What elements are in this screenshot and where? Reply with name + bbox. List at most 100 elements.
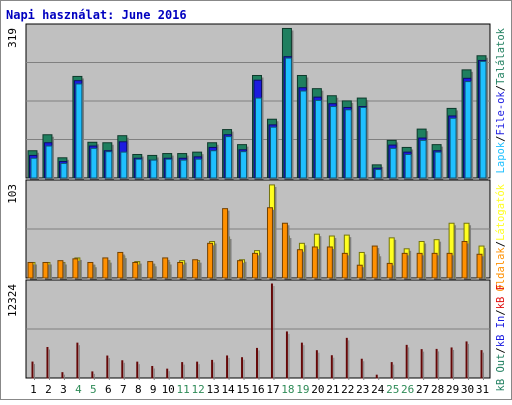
bar-kbytes-kB F-9	[151, 365, 155, 380]
bar-kbytes-kB F-17	[270, 283, 275, 380]
bar-hits_files_pages-Lapok-14	[225, 136, 234, 180]
bar-hits_files_pages-Lapok-26	[404, 153, 414, 180]
bar-hits_files_pages-Lapok-2	[45, 145, 54, 180]
bar-visits_sites-Oldalak-26	[401, 252, 410, 280]
legend-entry: /	[495, 136, 507, 142]
y-max-label: 12324	[6, 284, 19, 317]
bar-hits_files_pages-Lapok-3	[60, 162, 69, 180]
bar-visits_sites-Oldalak-25	[386, 262, 395, 280]
legend-entry: Oldalak	[495, 247, 507, 292]
bar-kbytes-kB F-19	[300, 342, 305, 380]
x-tick-label: 13	[206, 383, 219, 396]
x-tick-label: 22	[341, 383, 354, 396]
panels-layer: 319Lapok/File-ok/Találatok103Oldalak/Lát…	[6, 23, 507, 392]
bar-visits_sites-Oldalak-21	[326, 246, 335, 280]
bar-visits_sites-Oldalak-17	[266, 207, 275, 280]
bar-hits_files_pages-Lapok-25	[389, 147, 399, 180]
bars-kbytes	[31, 283, 484, 380]
bar-visits_sites-Oldalak-5	[87, 261, 95, 280]
bar-visits_sites-Oldalak-30	[461, 240, 470, 280]
bar-kbytes-kB F-10	[166, 368, 170, 380]
x-tick-label: 18	[281, 383, 294, 396]
x-tick-label: 23	[356, 383, 369, 396]
x-tick-label: 11	[177, 383, 190, 396]
x-tick-label: 10	[162, 383, 175, 396]
x-tick-label: 9	[150, 383, 157, 396]
bar-visits_sites-Oldalak-12	[192, 259, 200, 280]
bar-visits_sites-Oldalak-24	[371, 245, 380, 280]
bar-kbytes-kB F-6	[106, 355, 110, 380]
bar-visits_sites-Oldalak-7	[117, 251, 125, 280]
bar-visits_sites-Oldalak-27	[416, 252, 425, 280]
x-tick-label: 26	[401, 383, 414, 396]
bar-hits_files_pages-Lapok-6	[105, 151, 114, 180]
bar-visits_sites-Oldalak-18	[281, 222, 290, 280]
x-tick-label: 3	[60, 383, 67, 396]
x-tick-label: 25	[386, 383, 399, 396]
bar-kbytes-kB F-27	[420, 349, 425, 380]
legend-entry: /	[495, 241, 507, 247]
legend-kbytes: kB Out/kB In/kB F	[495, 284, 507, 392]
bar-visits_sites-Oldalak-19	[296, 249, 305, 280]
bar-kbytes-kB F-5	[91, 371, 95, 380]
bar-kbytes-kB F-21	[330, 355, 335, 380]
x-tick-label: 17	[266, 383, 279, 396]
x-tick-label: 14	[221, 383, 235, 396]
x-tick-label: 7	[120, 383, 127, 396]
x-tick-label: 20	[311, 383, 324, 396]
bar-kbytes-kB F-14	[226, 355, 230, 380]
panel-kbytes: 12324 kB Out/kB In/kB F	[6, 279, 507, 392]
bar-kbytes-kB F-12	[196, 361, 200, 380]
bar-hits_files_pages-Lapok-23	[359, 106, 369, 180]
bar-hits_files_pages-Lapok-16	[255, 97, 264, 180]
legend-entry: File-ok	[495, 91, 507, 136]
legend-entry: Lapok	[495, 141, 507, 173]
bar-visits_sites-Oldalak-29	[446, 252, 455, 280]
bar-visits_sites-Oldalak-31	[476, 253, 484, 280]
bar-kbytes-kB F-29	[450, 347, 455, 380]
x-tick-label: 31	[476, 383, 489, 396]
panel-visits_sites: 103 Oldalak/Látogatók	[6, 179, 507, 292]
bar-visits_sites-Oldalak-20	[311, 246, 320, 280]
bar-hits_files_pages-Lapok-18	[284, 57, 294, 181]
y-max-label: 319	[6, 28, 19, 48]
legend-entry: /	[495, 85, 507, 91]
bar-hits_files_pages-Lapok-17	[269, 126, 279, 180]
bar-hits_files_pages-Lapok-21	[329, 106, 339, 180]
bar-hits_files_pages-Lapok-10	[165, 158, 174, 180]
bar-kbytes-kB F-1	[31, 361, 35, 380]
x-tick-label: 21	[326, 383, 339, 396]
bar-hits_files_pages-Lapok-28	[434, 151, 444, 180]
x-tick-label: 1	[30, 383, 37, 396]
bars-visits_sites	[27, 184, 486, 280]
bar-hits_files_pages-Lapok-5	[90, 147, 99, 180]
bar-visits_sites-Oldalak-10	[162, 257, 170, 280]
bar-hits_files_pages-Lapok-20	[314, 99, 324, 180]
x-tick-label: 24	[371, 383, 385, 396]
bar-visits_sites-Oldalak-2	[42, 261, 50, 280]
x-tick-label: 2	[45, 383, 52, 396]
bar-hits_files_pages-Lapok-9	[150, 159, 159, 180]
bar-hits_files_pages-Lapok-12	[195, 158, 204, 180]
bar-hits_files_pages-Lapok-27	[419, 139, 429, 180]
bar-visits_sites-Oldalak-28	[431, 252, 440, 280]
bar-hits_files_pages-Lapok-22	[344, 109, 354, 180]
legend-entry: kB In	[495, 316, 507, 348]
x-tick-label: 29	[446, 383, 459, 396]
bar-visits_sites-Oldalak-14	[222, 208, 230, 280]
bar-hits_files_pages-Lapok-29	[449, 117, 459, 180]
bar-kbytes-kB F-26	[405, 344, 410, 380]
legend-entry: Találatok	[495, 27, 507, 85]
bar-visits_sites-Oldalak-4	[72, 258, 80, 280]
legend-hits_files_pages: Lapok/File-ok/Találatok	[495, 27, 507, 173]
bars-hits_files_pages	[27, 27, 488, 181]
bar-kbytes-kB F-15	[241, 357, 245, 380]
x-tick-label: 30	[461, 383, 474, 396]
bar-hits_files_pages-Lapok-30	[464, 81, 474, 180]
x-tick-label: 8	[135, 383, 142, 396]
bar-visits_sites-Oldalak-11	[177, 261, 185, 280]
bar-visits_sites-Oldalak-13	[207, 242, 215, 280]
